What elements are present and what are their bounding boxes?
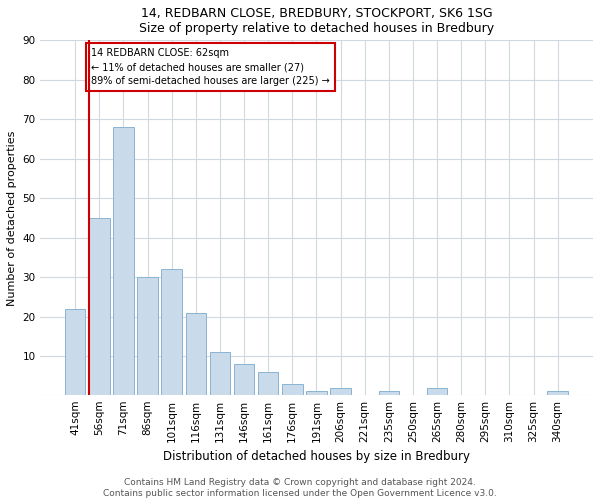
Bar <box>258 372 278 396</box>
Bar <box>89 218 110 396</box>
Bar <box>306 392 326 396</box>
Bar <box>547 392 568 396</box>
Bar <box>379 392 399 396</box>
Bar <box>65 308 85 396</box>
Bar <box>234 364 254 396</box>
Bar <box>427 388 447 396</box>
Bar <box>185 312 206 396</box>
Bar <box>137 277 158 396</box>
Bar <box>330 388 351 396</box>
X-axis label: Distribution of detached houses by size in Bredbury: Distribution of detached houses by size … <box>163 450 470 463</box>
Bar <box>113 127 134 396</box>
Y-axis label: Number of detached properties: Number of detached properties <box>7 130 17 306</box>
Title: 14, REDBARN CLOSE, BREDBURY, STOCKPORT, SK6 1SG
Size of property relative to det: 14, REDBARN CLOSE, BREDBURY, STOCKPORT, … <box>139 7 494 35</box>
Text: Contains HM Land Registry data © Crown copyright and database right 2024.
Contai: Contains HM Land Registry data © Crown c… <box>103 478 497 498</box>
Text: 14 REDBARN CLOSE: 62sqm
← 11% of detached houses are smaller (27)
89% of semi-de: 14 REDBARN CLOSE: 62sqm ← 11% of detache… <box>91 48 330 86</box>
Bar <box>282 384 302 396</box>
Bar <box>209 352 230 396</box>
Bar <box>161 269 182 396</box>
